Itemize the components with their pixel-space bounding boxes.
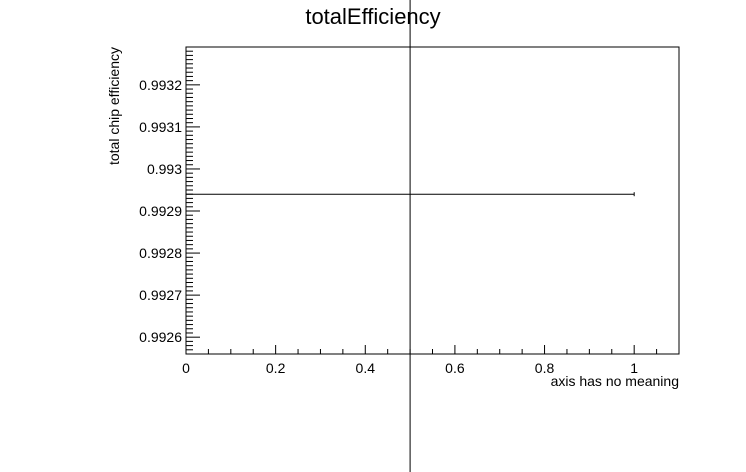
y-tick-label: 0.9932	[139, 77, 182, 93]
y-tick-label: 0.993	[147, 161, 182, 177]
x-tick-label: 0.8	[535, 360, 555, 376]
y-tick-label: 0.9926	[139, 329, 182, 345]
y-axis-label: total chip efficiency	[106, 47, 122, 165]
y-tick-label: 0.9931	[139, 119, 182, 135]
x-axis: 0 0.2 0.4 0.6 0.8 1	[182, 345, 680, 376]
y-axis: 0.9926 0.9927 0.9928 0.9929 0.993 0.9931 0.993…	[139, 50, 200, 355]
data-layer	[186, 0, 635, 472]
x-tick-label: 0.2	[266, 360, 286, 376]
y-tick-label: 0.9928	[139, 245, 182, 261]
plot-frame	[185, 46, 680, 355]
x-tick-label: 0	[182, 360, 190, 376]
data-point	[186, 0, 635, 472]
x-tick-label: 1	[630, 360, 638, 376]
chart-title: totalEfficiency	[305, 4, 440, 29]
x-tick-label: 0.4	[356, 360, 376, 376]
x-axis-label: axis has no meaning	[551, 373, 679, 389]
x-tick-label: 0.6	[445, 360, 465, 376]
y-tick-label: 0.9927	[139, 287, 182, 303]
y-tick-label: 0.9929	[139, 203, 182, 219]
